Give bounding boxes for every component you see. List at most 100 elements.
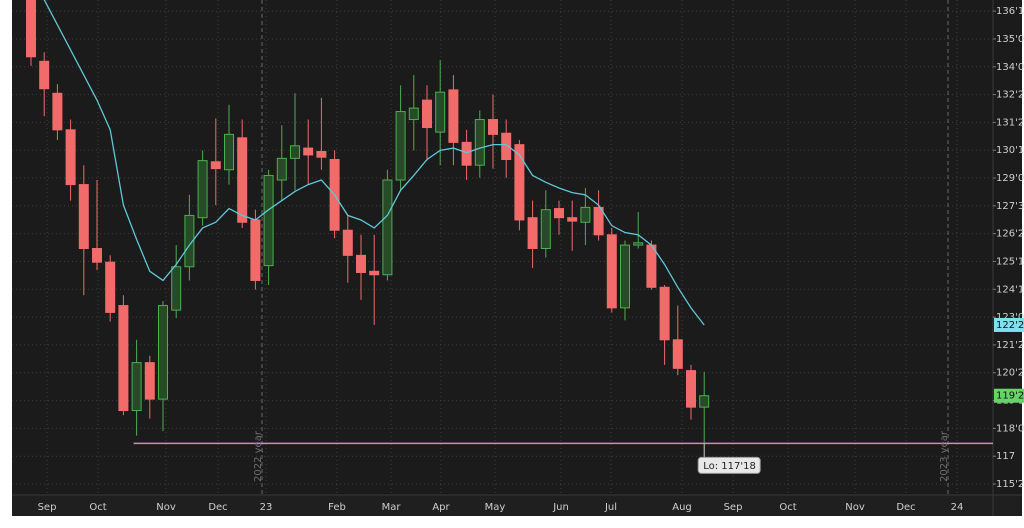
candle-body (408, 107, 419, 121)
x-tick-label: Apr (432, 502, 450, 513)
moving-average (43, 0, 705, 326)
y-tick-label: 117 (996, 451, 1015, 462)
candle-body (250, 219, 261, 281)
candle-body (65, 129, 76, 186)
candle-body (514, 144, 525, 221)
axes: 115'2117118'0119'1120'2121'2123'0124'112… (38, 6, 1024, 513)
candle-body (118, 305, 129, 412)
x-tick-label: Nov (156, 502, 176, 513)
y-tick-label: 136'1 (996, 6, 1024, 17)
y-tick-label: 121'2 (996, 340, 1024, 351)
candle-body (26, 0, 36, 58)
candle-body (435, 91, 446, 133)
x-tick-label: Feb (328, 502, 346, 513)
chart-background (12, 0, 1022, 516)
candle-body (184, 214, 195, 268)
y-tick-label: 127'3 (996, 201, 1024, 212)
candle-body (263, 174, 274, 267)
candle-body (646, 244, 657, 288)
y-tick-label: 129'0 (996, 173, 1024, 184)
x-tick-label: Jun (552, 502, 569, 513)
year-label: 2022 year (253, 430, 264, 482)
x-tick-label: Nov (845, 502, 865, 513)
candle-body (78, 184, 89, 249)
low-label: Lo: 117'18 (703, 461, 756, 472)
candle-body (171, 266, 182, 311)
candle-body (158, 305, 168, 400)
candle-body (422, 99, 432, 129)
candle-body (197, 160, 208, 219)
price-marker (994, 317, 1024, 332)
candle-body (131, 362, 142, 412)
candle-body (461, 141, 472, 166)
candle-body (699, 395, 710, 408)
candle-body (39, 60, 50, 90)
y-tick-label: 125'1 (996, 256, 1024, 267)
y-tick-label: 115'2 (996, 479, 1024, 490)
candle-body (620, 244, 630, 309)
x-tick-label: Sep (724, 502, 743, 513)
price-marker-label: 122'2 (996, 320, 1024, 331)
candle-body (501, 132, 512, 160)
candle-body (474, 119, 485, 166)
candle-body (356, 254, 366, 273)
candle-body (276, 157, 287, 181)
candle-body (144, 362, 155, 400)
y-tick-label: 131'2 (996, 117, 1024, 128)
y-tick-label: 126'2 (996, 229, 1024, 240)
candle-body (92, 248, 102, 263)
candle-body (686, 370, 696, 408)
candle-body (105, 261, 116, 313)
candle-body (488, 119, 498, 135)
candle-body (633, 242, 644, 246)
y-tick-label: 124'1 (996, 284, 1024, 295)
candle-body (382, 179, 393, 276)
x-tick-label: Oct (89, 502, 106, 513)
x-tick-label: 23 (260, 502, 273, 513)
y-tick-label: 118'0 (996, 423, 1024, 434)
grid (12, 0, 993, 495)
candle-body (303, 147, 314, 156)
y-tick-label: 132'2 (996, 90, 1024, 101)
x-tick-label: Aug (672, 502, 692, 513)
y-tick-label: 135'0 (996, 34, 1024, 45)
y-tick-label: 134'0 (996, 62, 1024, 73)
candle-body (527, 217, 538, 249)
candle-body (52, 92, 63, 131)
candle-body (580, 206, 591, 223)
candle-body (342, 229, 353, 256)
x-tick-label: Jul (604, 502, 617, 513)
x-tick-label: Dec (896, 502, 915, 513)
candle-body (237, 137, 248, 223)
candle-body (224, 133, 234, 171)
candle-body (316, 150, 327, 158)
x-tick-label: 24 (951, 502, 964, 513)
y-tick-label: 130'1 (996, 145, 1024, 156)
candle-body (593, 206, 604, 236)
candle-body (567, 217, 578, 222)
candle-body (210, 161, 221, 170)
year-label: 2023 year (939, 430, 950, 482)
candle-body (659, 286, 670, 341)
x-axis-strip (12, 495, 1022, 516)
candle-body (369, 270, 380, 276)
y-tick-label: 123'0 (996, 312, 1024, 323)
candle-body (395, 111, 406, 181)
price-marker-label: 119'2 (996, 391, 1024, 402)
candle-body (448, 89, 459, 143)
price-marker (994, 388, 1024, 403)
candle-body (606, 234, 617, 309)
x-tick-label: Oct (779, 502, 796, 513)
y-tick-label: 120'2 (996, 368, 1024, 379)
x-tick-label: Sep (38, 502, 57, 513)
low-label-box (697, 456, 761, 474)
x-tick-label: Mar (382, 502, 402, 513)
x-tick-label: May (485, 502, 506, 513)
x-tick-label: Dec (208, 502, 227, 513)
candle-body (290, 145, 300, 159)
candle-body (540, 209, 551, 250)
candle-body (554, 208, 564, 219)
plot-area (26, 0, 993, 445)
candle-body (672, 339, 683, 369)
